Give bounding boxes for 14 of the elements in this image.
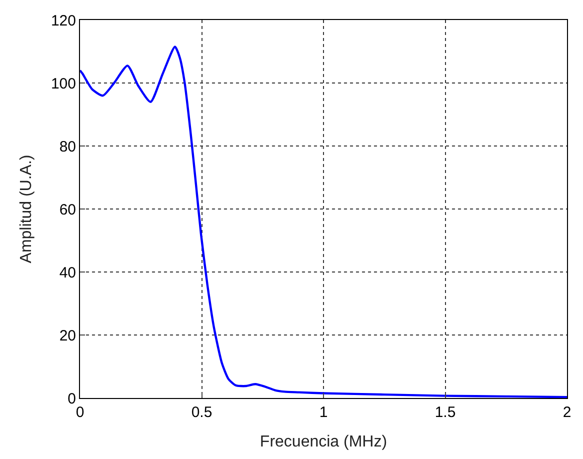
y-tick-label: 100 — [50, 75, 76, 92]
y-tick-label: 120 — [50, 12, 76, 30]
x-axis-title: Frecuencia (MHz) — [260, 434, 388, 451]
x-tick-label: 0.5 — [191, 404, 212, 421]
x-tick-label: 2 — [562, 404, 572, 421]
y-tick-label: 0 — [68, 390, 76, 408]
y-axis-title: Amplitud (U.A.) — [18, 154, 35, 264]
y-tick-label: 80 — [59, 138, 76, 156]
y-tick-label: 60 — [59, 201, 76, 218]
x-tick-label: 1 — [319, 404, 328, 421]
line-series — [80, 46, 567, 398]
x-tick-label: 1.5 — [434, 404, 456, 421]
y-tick-label: 40 — [59, 264, 76, 282]
y-tick-label: 20 — [59, 327, 76, 344]
